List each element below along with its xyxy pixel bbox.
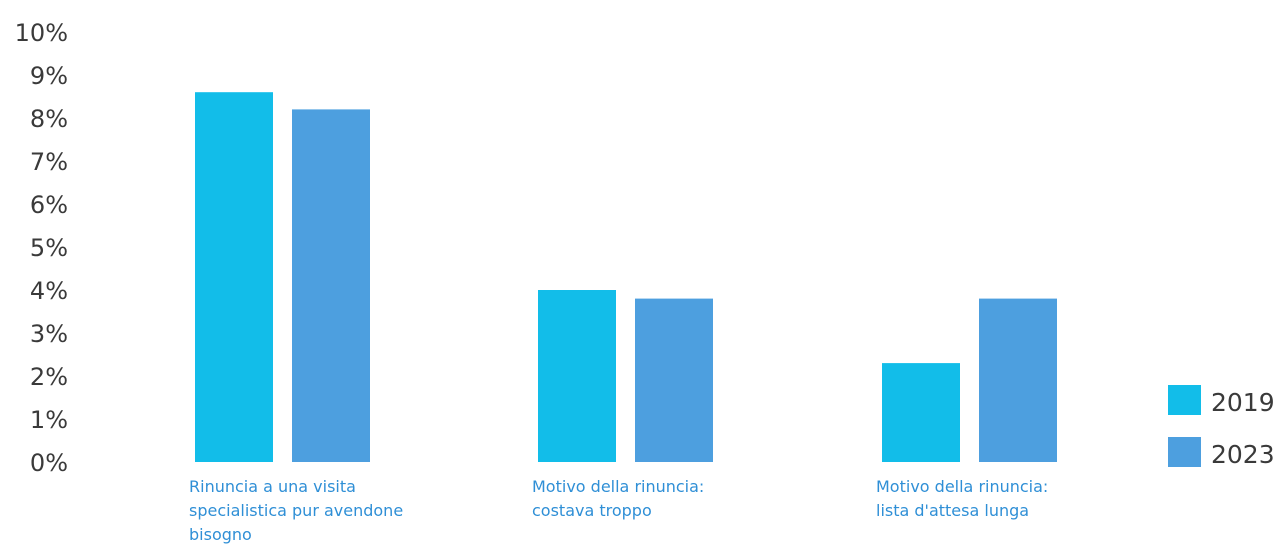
y-tick-label: 2% — [30, 363, 68, 391]
legend-swatch-2019 — [1168, 385, 1201, 415]
bar-2019-category-3 — [882, 363, 960, 462]
bar-2023-category-2 — [635, 298, 713, 462]
y-tick-label: 5% — [30, 234, 68, 262]
category-label: bisogno — [189, 525, 252, 544]
category-labels: Rinuncia a una visita specialistica pur a… — [189, 477, 1048, 544]
category-label: Motivo della rinuncia: — [532, 477, 704, 496]
y-axis-tick-labels: 0% 1% 2% 3% 4% 5% 6% 7% 8% 9% 10% — [15, 19, 68, 477]
y-tick-label: 1% — [30, 406, 68, 434]
bar-2019-category-2 — [538, 290, 616, 462]
y-tick-label: 8% — [30, 105, 68, 133]
legend-swatch-2023 — [1168, 437, 1201, 467]
y-tick-label: 10% — [15, 19, 68, 47]
y-tick-label: 0% — [30, 449, 68, 477]
category-label: Rinuncia a una visita — [189, 477, 356, 496]
legend-label-2019: 2019 — [1211, 388, 1275, 417]
bar-2023-category-3 — [979, 298, 1057, 462]
y-tick-label: 6% — [30, 191, 68, 219]
legend-label-2023: 2023 — [1211, 440, 1275, 469]
y-tick-label: 3% — [30, 320, 68, 348]
category-label: specialistica pur avendone — [189, 501, 403, 520]
category-label: lista d'attesa lunga — [876, 501, 1029, 520]
y-tick-label: 7% — [30, 148, 68, 176]
legend: 2019 2023 — [1168, 385, 1275, 469]
category-label: Motivo della rinuncia: — [876, 477, 1048, 496]
bar-2019-category-1 — [195, 92, 273, 462]
category-label: costava troppo — [532, 501, 652, 520]
bar-2023-category-1 — [292, 109, 370, 463]
y-tick-label: 4% — [30, 277, 68, 305]
y-tick-label: 9% — [30, 62, 68, 90]
bars — [195, 92, 1057, 463]
